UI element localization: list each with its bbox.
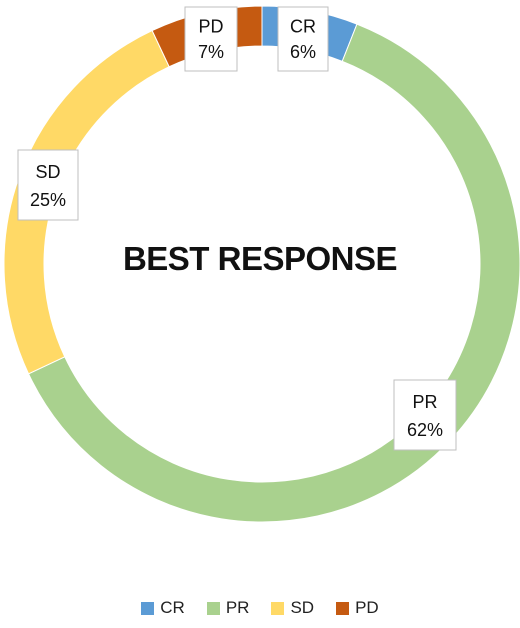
legend-swatch [336,601,350,615]
legend: CR PR SD PD [0,598,520,618]
legend-item-cr: CR [141,598,185,618]
data-label-value: 25% [30,190,66,210]
data-label-value: 6% [290,42,316,62]
data-label-box [277,6,329,72]
legend-swatch [141,601,155,615]
data-label-pr: PR 62% [393,379,457,451]
data-label-category: PR [412,392,437,412]
data-label-category: CR [290,17,316,37]
legend-label: PD [355,598,379,617]
legend-swatch [271,601,285,615]
data-label-box [184,6,238,72]
legend-item-pr: PR [206,598,250,618]
data-label-value: 7% [198,42,224,62]
legend-label: PR [225,598,250,617]
legend-item-sd: SD [271,598,314,618]
data-label-box [393,379,457,451]
data-label-box [17,149,79,221]
legend-label: SD [290,598,315,617]
data-label-category: PD [198,17,223,37]
data-label-value: 62% [407,420,443,440]
data-label-sd: SD 25% [17,149,79,221]
data-labels-group: CR 6% PR 62% SD 25% PD 7% [17,6,457,451]
data-label-cr: CR 6% [277,6,329,72]
legend-item-pd: PD [336,598,379,618]
data-label-pd: PD 7% [184,6,238,72]
data-label-category: SD [35,162,60,182]
legend-label: CR [160,598,185,617]
chart-title: BEST RESPONSE [122,240,398,277]
legend-swatch [206,601,220,615]
